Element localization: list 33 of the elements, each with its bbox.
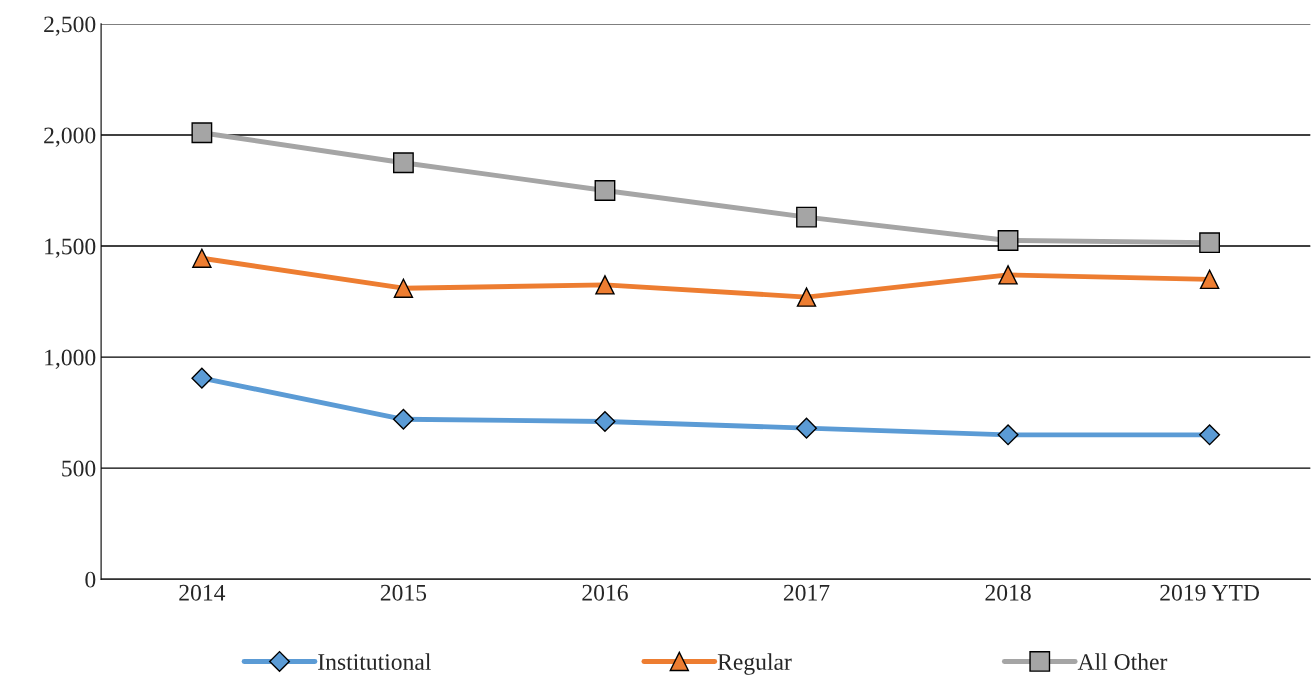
point bbox=[191, 367, 213, 389]
legend-label: Institutional bbox=[318, 653, 431, 670]
point bbox=[997, 424, 1019, 446]
y-tick-label: 500 bbox=[62, 460, 96, 477]
point bbox=[192, 248, 212, 268]
x-tick-label: 2018 bbox=[985, 584, 1031, 601]
y-tick-label: 0 bbox=[85, 571, 96, 588]
x-tick-label: 2015 bbox=[380, 584, 427, 601]
y-tick-label: 2,500 bbox=[44, 16, 96, 36]
point bbox=[1199, 424, 1221, 446]
point bbox=[997, 230, 1019, 251]
y-tick-label: 2,000 bbox=[44, 127, 96, 147]
y-tick-label: 1,500 bbox=[45, 238, 96, 258]
legend-label: Regular bbox=[717, 653, 792, 675]
point bbox=[796, 206, 817, 228]
point bbox=[595, 275, 615, 295]
point bbox=[796, 287, 817, 307]
point bbox=[795, 417, 818, 439]
point bbox=[1199, 269, 1220, 290]
point bbox=[594, 180, 616, 201]
x-tick-label: 2014 bbox=[179, 584, 226, 601]
point bbox=[392, 408, 414, 430]
point bbox=[393, 278, 414, 298]
x-tick-label: 2016 bbox=[582, 584, 628, 601]
point bbox=[191, 122, 213, 144]
x-tick-label: 2017 bbox=[783, 584, 830, 601]
point bbox=[1199, 232, 1221, 254]
legend-label: All Other bbox=[1077, 653, 1168, 670]
point bbox=[594, 410, 616, 433]
x-tick-label: 2019 YTD bbox=[1160, 584, 1260, 601]
point bbox=[998, 265, 1018, 285]
point bbox=[393, 152, 414, 174]
y-tick-label: 1,000 bbox=[45, 349, 96, 369]
